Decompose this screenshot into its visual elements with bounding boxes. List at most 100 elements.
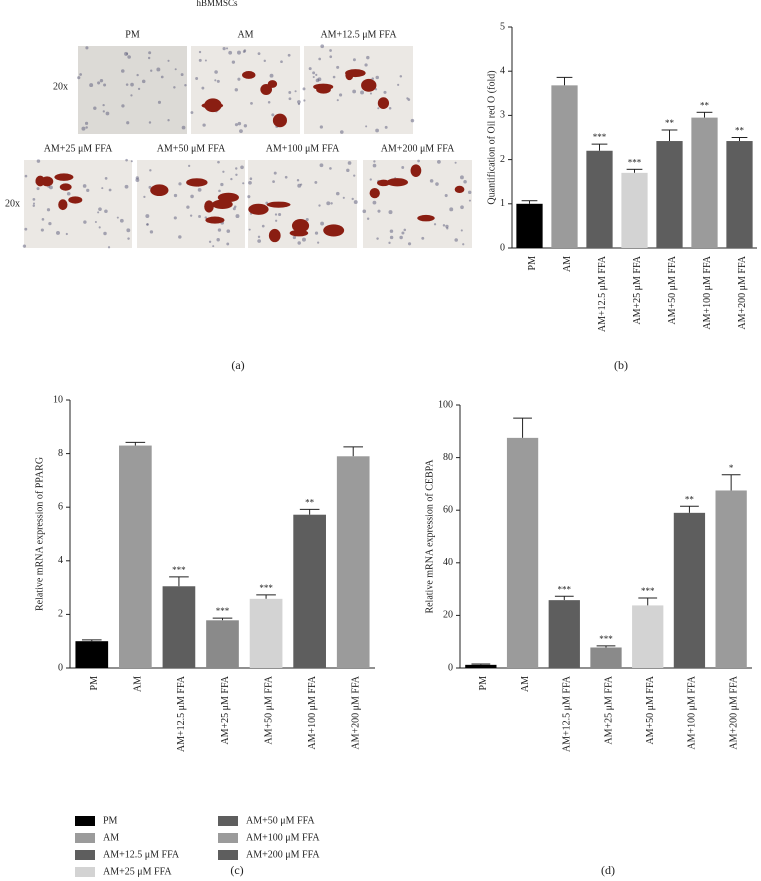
cell-dot bbox=[148, 121, 152, 124]
cell-dot bbox=[212, 245, 215, 248]
cell-dot bbox=[267, 100, 271, 104]
cell-dot bbox=[353, 200, 358, 205]
cell-dot bbox=[257, 239, 262, 243]
cell-dot bbox=[237, 77, 241, 81]
significance-label: *** bbox=[599, 634, 613, 644]
bar bbox=[726, 141, 753, 248]
cell-dot bbox=[294, 90, 297, 93]
cell-dot bbox=[460, 205, 464, 210]
bar bbox=[632, 605, 664, 668]
cell-dot bbox=[376, 237, 379, 240]
cell-dot bbox=[329, 55, 333, 59]
cell-dot bbox=[329, 49, 332, 52]
cell-dot bbox=[150, 69, 153, 72]
lipid-stain bbox=[377, 179, 391, 187]
cell-dot bbox=[48, 221, 52, 226]
cell-dot bbox=[102, 110, 105, 113]
y-tick-label: 20 bbox=[443, 610, 453, 621]
cell-dot bbox=[46, 208, 51, 212]
panel-label: (d) bbox=[601, 863, 615, 877]
cell-dot bbox=[319, 163, 324, 168]
cell-dot bbox=[320, 221, 325, 226]
cell-dot bbox=[296, 179, 300, 182]
cell-dot bbox=[216, 79, 220, 83]
x-tick-label: AM+100 μM FFA bbox=[702, 255, 713, 329]
cell-dot bbox=[336, 65, 340, 69]
cell-dot bbox=[401, 166, 405, 169]
cell-dot bbox=[125, 83, 129, 86]
cell-dot bbox=[130, 160, 133, 163]
cell-dot bbox=[93, 106, 97, 110]
cell-dot bbox=[198, 50, 202, 54]
lipid-stain bbox=[205, 216, 225, 224]
cell-dot bbox=[384, 125, 388, 129]
cell-dot bbox=[242, 182, 245, 185]
cell-dot bbox=[22, 244, 27, 248]
cell-dot bbox=[249, 177, 253, 180]
legend-label: AM+100 μM FFA bbox=[246, 832, 320, 843]
cell-dot bbox=[269, 73, 274, 78]
cell-dot bbox=[65, 232, 68, 236]
cell-dot bbox=[274, 213, 278, 216]
cell-dot bbox=[226, 229, 231, 233]
cell-dot bbox=[435, 182, 439, 186]
bar bbox=[691, 117, 718, 248]
cell-dot bbox=[317, 241, 320, 244]
cell-dot bbox=[220, 182, 224, 187]
cell-dot bbox=[147, 56, 151, 60]
lipid-stain bbox=[248, 203, 269, 215]
lipid-stain bbox=[369, 188, 380, 199]
cell-dot bbox=[237, 121, 242, 126]
significance-label: ** bbox=[665, 118, 675, 128]
x-tick-label: AM+100 μM FFA bbox=[307, 675, 318, 749]
cell-dot bbox=[49, 185, 53, 190]
y-axis-label: Relative mRNA expression of CEBPA bbox=[424, 459, 435, 614]
y-tick-label: 0 bbox=[448, 662, 453, 673]
image-label: PM bbox=[125, 29, 140, 40]
bar bbox=[162, 586, 196, 668]
cell-dot bbox=[374, 88, 378, 91]
cell-dot bbox=[119, 218, 124, 223]
cell-dot bbox=[83, 220, 87, 224]
cell-dot bbox=[239, 129, 243, 133]
cell-dot bbox=[407, 242, 412, 246]
cell-dot bbox=[137, 87, 141, 91]
lipid-stain bbox=[186, 178, 208, 187]
lipid-stain bbox=[54, 173, 74, 181]
lipid-stain bbox=[345, 70, 354, 81]
cell-dot bbox=[339, 130, 344, 134]
y-tick-label: 2 bbox=[500, 154, 505, 165]
cell-dot bbox=[66, 191, 71, 196]
cell-dot bbox=[297, 102, 301, 106]
bar bbox=[548, 600, 580, 668]
significance-label: *** bbox=[172, 565, 186, 575]
micrograph bbox=[78, 46, 187, 134]
cell-dot bbox=[365, 125, 368, 128]
bar bbox=[206, 620, 239, 668]
lipid-stain bbox=[361, 78, 377, 92]
bar bbox=[506, 437, 539, 668]
cell-dot bbox=[342, 196, 345, 199]
cell-dot bbox=[388, 241, 391, 244]
cell-dot bbox=[261, 224, 265, 228]
cell-dot bbox=[180, 73, 184, 77]
cell-dot bbox=[32, 197, 36, 201]
cell-dot bbox=[278, 212, 282, 217]
cell-dot bbox=[335, 191, 340, 196]
cell-dot bbox=[366, 55, 370, 60]
cell-dot bbox=[184, 83, 187, 87]
cell-dot bbox=[292, 235, 296, 240]
legend-label: AM+25 μM FFA bbox=[103, 866, 172, 877]
cell-dot bbox=[102, 103, 105, 107]
cell-dot bbox=[217, 160, 220, 164]
x-tick-label: AM bbox=[562, 256, 573, 272]
x-tick-label: AM+200 μM FFA bbox=[737, 255, 748, 329]
bar bbox=[586, 150, 613, 248]
y-tick-label: 80 bbox=[443, 452, 453, 463]
legend-label: AM+200 μM FFA bbox=[246, 849, 320, 860]
lipid-stain bbox=[59, 183, 72, 191]
lipid-stain bbox=[289, 229, 309, 237]
cell-dot bbox=[218, 189, 221, 193]
y-tick-label: 40 bbox=[443, 557, 453, 568]
x-tick-label: PM bbox=[89, 676, 100, 691]
